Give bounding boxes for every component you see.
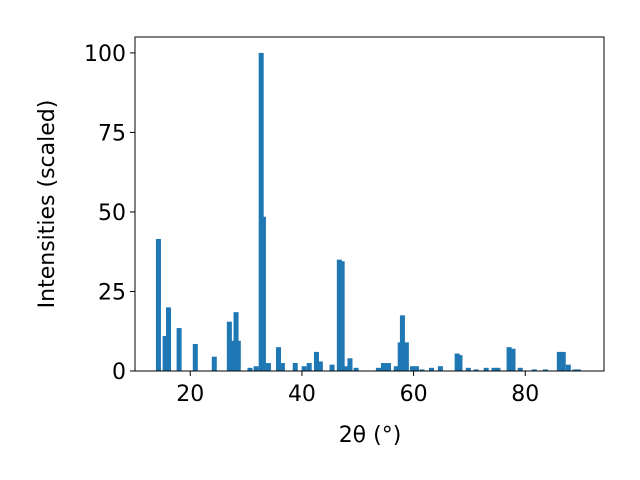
bar (247, 367, 253, 371)
bar (495, 367, 501, 371)
bar (491, 367, 497, 371)
bar (483, 367, 489, 371)
bar (506, 347, 512, 371)
bar (275, 347, 282, 371)
bar (279, 363, 285, 371)
bar (457, 355, 463, 371)
bar (339, 261, 345, 371)
bar (162, 336, 168, 371)
bar (403, 342, 409, 371)
bar (409, 366, 416, 371)
y-tick-label: 0 (112, 360, 126, 385)
bar (393, 366, 399, 371)
bar (572, 369, 578, 371)
x-tick-label: 20 (176, 382, 204, 407)
bar (565, 364, 571, 371)
y-tick-label: 100 (84, 42, 126, 67)
bar (575, 369, 581, 371)
bar (510, 348, 516, 371)
bar (226, 321, 232, 371)
bar (265, 363, 271, 371)
bar (385, 363, 391, 371)
bar (301, 366, 307, 371)
bar (306, 363, 312, 371)
bar (258, 52, 264, 372)
bar (317, 361, 323, 371)
bar (454, 353, 460, 371)
bar (260, 216, 266, 371)
bar (235, 340, 241, 371)
bar (413, 366, 419, 371)
bar (211, 356, 217, 371)
y-tick-label: 25 (98, 280, 126, 305)
bar (165, 307, 172, 371)
y-tick-label: 50 (98, 201, 126, 226)
bar (380, 363, 386, 371)
bar (353, 367, 359, 371)
bar (517, 367, 523, 371)
bar (343, 366, 349, 371)
y-axis-label: Intensities (scaled) (35, 100, 60, 309)
x-tick-label: 60 (400, 382, 428, 407)
bar (419, 369, 425, 371)
bar (336, 259, 342, 371)
bar (473, 369, 479, 371)
bar (313, 351, 319, 371)
bar (176, 328, 182, 371)
plot-frame (134, 36, 605, 372)
y-tick-label: 75 (98, 121, 126, 146)
bar (329, 364, 335, 371)
bar (531, 369, 537, 371)
bar (192, 343, 198, 371)
bar (229, 340, 235, 371)
x-tick-label: 80 (511, 382, 539, 407)
x-tick-label: 40 (288, 382, 316, 407)
bar (560, 351, 566, 371)
bar (428, 367, 434, 371)
bar (155, 238, 161, 371)
bar (465, 367, 471, 371)
bar (556, 351, 562, 371)
bar (542, 369, 548, 371)
x-axis-label: 2θ (°) (339, 423, 402, 448)
bar (375, 367, 381, 371)
bar (437, 366, 443, 371)
bar (292, 363, 298, 371)
bar (347, 358, 353, 371)
bar (253, 366, 259, 371)
bar (399, 315, 405, 371)
